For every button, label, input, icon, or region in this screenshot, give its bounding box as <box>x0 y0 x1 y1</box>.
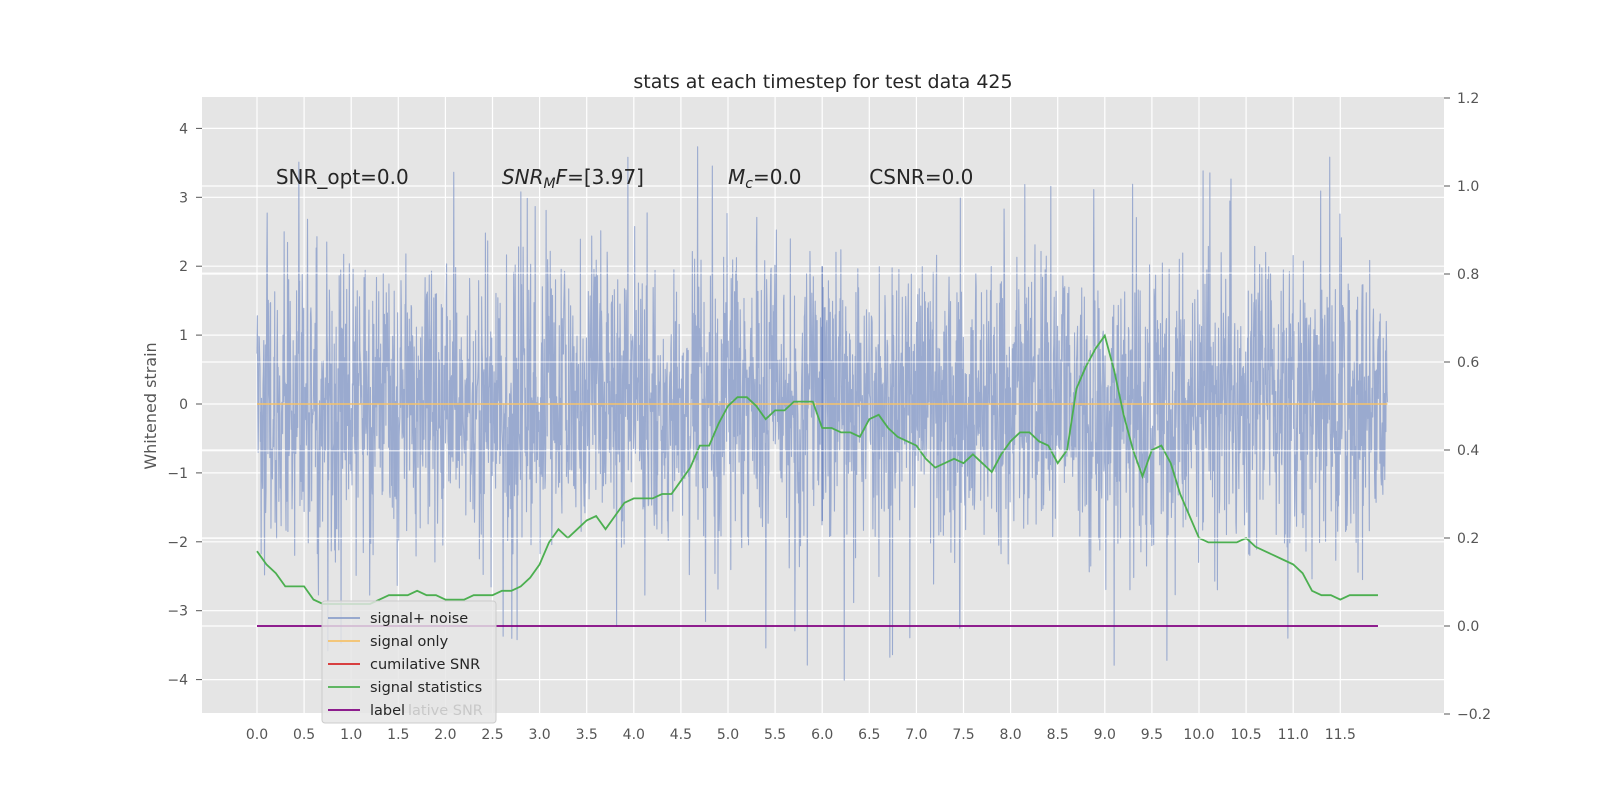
x-tick-label: 5.5 <box>764 727 786 743</box>
y2-axis-ticks: 1.2 1.0 0.8 0.6 0.4 0.2 0.0 −0.2 <box>1444 91 1491 723</box>
y-tick-label: −2 <box>167 535 188 551</box>
y-tick-label: 1 <box>179 328 188 344</box>
y-axis-ticks: 4 3 2 1 0 −1 −2 −3 −4 <box>167 121 202 689</box>
annotations: SNR_opt=0.0 SNRMF=[3.97] Mc=0.0 CSNR=0.0 <box>276 165 974 192</box>
x-tick-label: 2.0 <box>434 727 456 743</box>
y-tick-label: 3 <box>179 190 188 206</box>
y-tick-label: 2 <box>179 259 188 275</box>
x-tick-label: 11.0 <box>1278 727 1309 743</box>
legend-entry-label: signal+ noise <box>370 611 468 627</box>
y2-tick-label: 0.6 <box>1457 355 1479 371</box>
annotation-text: CSNR=0.0 <box>869 165 973 189</box>
x-tick-label: 4.5 <box>670 727 692 743</box>
y2-tick-label: 0.2 <box>1457 531 1479 547</box>
x-tick-label: 10.5 <box>1231 727 1262 743</box>
y-tick-label: −3 <box>167 604 188 620</box>
x-tick-label: 8.0 <box>999 727 1021 743</box>
chart-title: stats at each timestep for test data 425 <box>633 71 1012 93</box>
x-tick-label: 2.5 <box>481 727 503 743</box>
x-tick-label: 5.0 <box>717 727 739 743</box>
y-tick-label: −4 <box>167 673 188 689</box>
legend-entry-label: signal only <box>370 634 449 650</box>
y2-tick-label: 0.4 <box>1457 443 1479 459</box>
y2-tick-label: 1.2 <box>1457 91 1479 107</box>
y2-tick-label: 1.0 <box>1457 179 1479 195</box>
legend-entry-label: signal statistics <box>370 680 482 696</box>
x-tick-label: 7.5 <box>952 727 974 743</box>
legend-entry-label: cumilative SNR <box>370 657 480 673</box>
y-axis-label: Whitened strain <box>141 342 160 469</box>
series-layer <box>202 146 1444 681</box>
legend: signal+ noise signal only cumilative SNR si… <box>321 600 497 724</box>
x-tick-label: 3.0 <box>528 727 550 743</box>
x-axis-ticks: 0.0 0.5 1.0 1.5 2.0 2.5 3.0 3.5 4.0 4.5 5.0 5.5 6.0 6… <box>246 727 1356 743</box>
x-tick-label: 9.5 <box>1141 727 1163 743</box>
y2-tick-label: −0.2 <box>1457 707 1491 723</box>
x-tick-label: 8.5 <box>1047 727 1069 743</box>
x-tick-label: 3.5 <box>576 727 598 743</box>
x-tick-label: 11.5 <box>1325 727 1356 743</box>
x-tick-label: 6.0 <box>811 727 833 743</box>
x-tick-label: 7.0 <box>905 727 927 743</box>
x-tick-label: 10.0 <box>1183 727 1214 743</box>
x-tick-label: 0.5 <box>293 727 315 743</box>
y2-tick-label: 0.8 <box>1457 267 1479 283</box>
annotation-text: Mc=0.0 <box>728 165 802 192</box>
x-tick-label: 4.0 <box>623 727 645 743</box>
x-tick-label: 6.5 <box>858 727 880 743</box>
y2-tick-label: 0.0 <box>1457 619 1479 635</box>
legend-ghost-text: lative SNR <box>408 703 483 719</box>
x-tick-label: 1.0 <box>340 727 362 743</box>
x-tick-label: 0.0 <box>246 727 268 743</box>
series-signal-statistics-line <box>256 333 1378 605</box>
y-tick-label: 4 <box>179 121 188 137</box>
y-grid-overlay <box>202 272 1444 539</box>
x-tick-label: 9.0 <box>1094 727 1116 743</box>
y-tick-label: 0 <box>179 397 188 413</box>
legend-box <box>321 600 497 724</box>
annotation-text: SNRMF=[3.97] <box>502 165 644 192</box>
x-tick-label: 1.5 <box>387 727 409 743</box>
legend-entry-label: label <box>370 703 405 719</box>
y-tick-label: −1 <box>167 466 188 482</box>
annotation-text: SNR_opt=0.0 <box>276 165 409 189</box>
